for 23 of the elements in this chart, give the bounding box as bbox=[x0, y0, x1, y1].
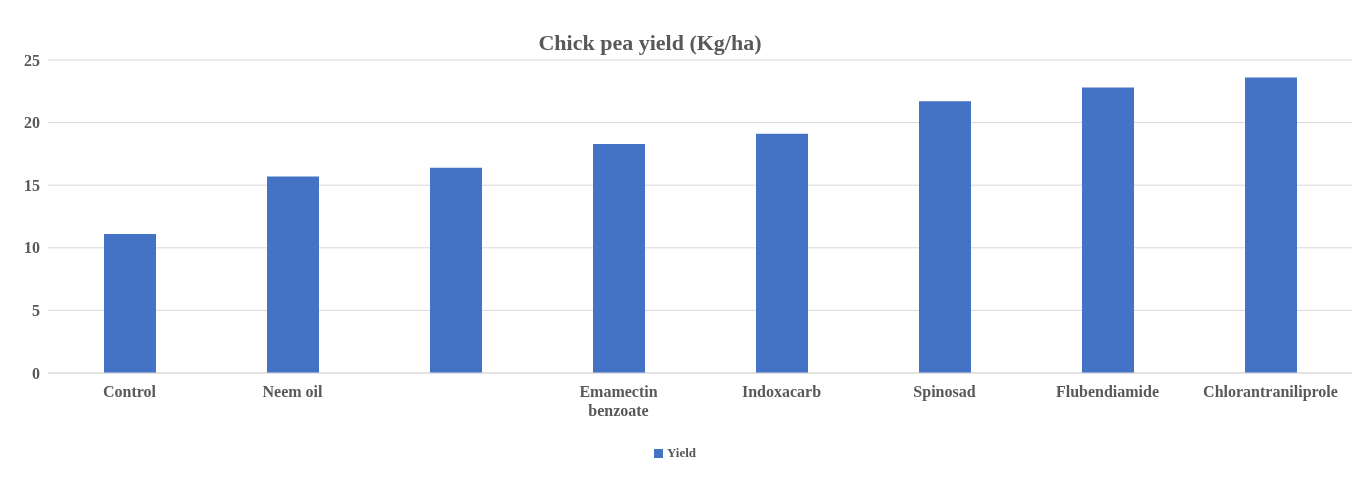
bar bbox=[1082, 87, 1134, 373]
x-tick-label: Chlorantraniliprole bbox=[1203, 383, 1338, 401]
bar bbox=[593, 143, 645, 373]
bar bbox=[430, 167, 482, 373]
x-tick-label: Indoxacarb bbox=[741, 383, 822, 400]
legend-label: Yield bbox=[666, 445, 697, 460]
x-tick-label: Neem oil bbox=[262, 383, 324, 400]
bar bbox=[1245, 77, 1297, 373]
x-tick-label: Emamectin benzoate bbox=[579, 383, 658, 419]
y-tick-label: 20 bbox=[24, 114, 40, 132]
x-tick-label: Control bbox=[102, 383, 157, 400]
bar bbox=[756, 133, 808, 373]
y-tick-label: 0 bbox=[32, 364, 40, 382]
bar bbox=[919, 101, 971, 373]
y-tick-label: 15 bbox=[24, 176, 40, 194]
bar bbox=[267, 176, 319, 373]
y-tick-label: 5 bbox=[32, 302, 40, 320]
y-tick-label: 25 bbox=[24, 51, 40, 69]
x-tick-label: Flubendiamide bbox=[1055, 383, 1160, 400]
chart-title: Chick pea yield (Kg/ha) bbox=[538, 30, 762, 55]
bar bbox=[104, 234, 156, 373]
y-tick-label: 10 bbox=[24, 239, 40, 257]
x-tick-label: Spinosad bbox=[913, 383, 976, 401]
